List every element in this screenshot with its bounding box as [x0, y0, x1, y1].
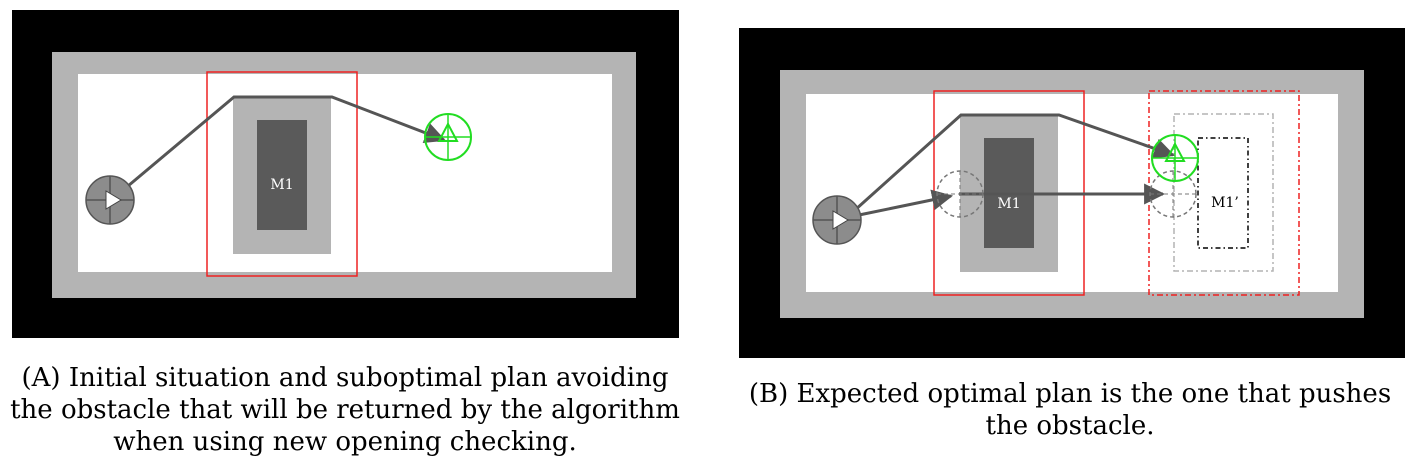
map-a: M1 — [12, 10, 679, 338]
map-b: M1 M1’ — [739, 28, 1405, 358]
caption-a: (A) Initial situation and suboptimal pla… — [0, 362, 690, 458]
robot-start-icon — [85, 175, 135, 225]
plan-path-avoid — [853, 113, 1175, 212]
obstacle-m1-label: M1 — [270, 177, 293, 193]
goal-target-icon — [1151, 134, 1199, 182]
plan-path-approach — [858, 189, 954, 217]
moved-obstacle-margin — [1173, 113, 1274, 272]
caption-b-text: Expected optimal plan is the one that pu… — [796, 379, 1392, 441]
highlight-box — [206, 71, 358, 277]
caption-a-tag: (A) — [21, 363, 61, 393]
obstacle-m1 — [257, 120, 307, 230]
panel-b: M1 M1’ — [739, 28, 1405, 358]
moved-obstacle-label: M1’ — [1211, 195, 1239, 211]
caption-b: (B) Expected optimal plan is the one tha… — [730, 378, 1410, 442]
robot-ghost-pushed-icon — [1149, 170, 1197, 218]
caption-b-tag: (B) — [748, 379, 789, 409]
caption-a-text: Initial situation and suboptimal plan av… — [10, 363, 680, 457]
obstacle-m1-moved — [1197, 137, 1249, 249]
obstacle-m1-label: M1 — [997, 196, 1020, 212]
robot-start-icon — [812, 195, 862, 245]
panel-a: M1 — [12, 10, 679, 338]
robot-ghost-icon — [936, 170, 984, 218]
goal-target-icon — [424, 113, 472, 161]
plan-path — [127, 95, 446, 188]
room-floor — [78, 74, 612, 272]
